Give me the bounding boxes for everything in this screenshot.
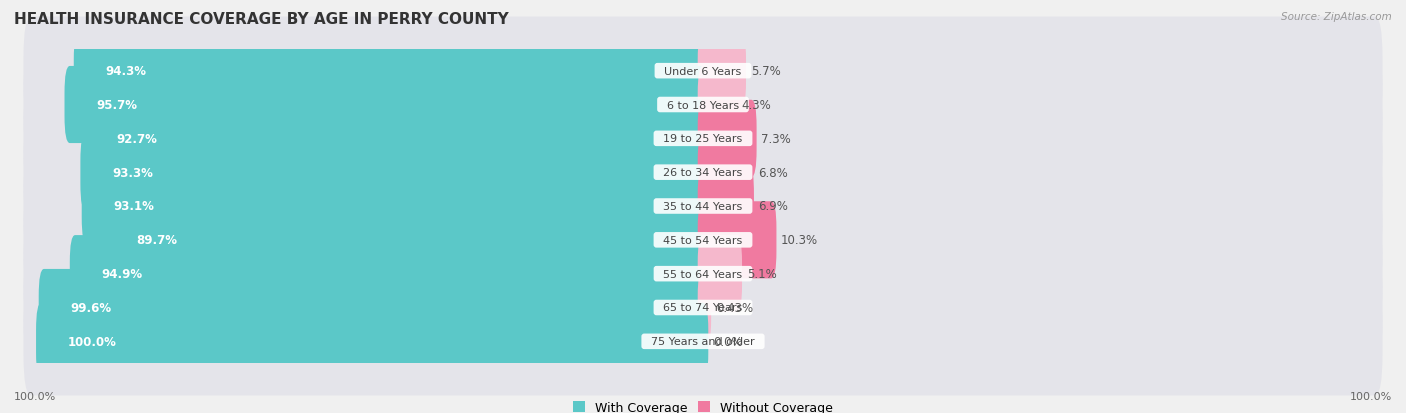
FancyBboxPatch shape [24, 152, 1382, 261]
Text: 19 to 25 Years: 19 to 25 Years [657, 134, 749, 144]
FancyBboxPatch shape [24, 254, 1382, 362]
Text: 65 to 74 Years: 65 to 74 Years [657, 303, 749, 313]
Text: 100.0%: 100.0% [1350, 391, 1392, 401]
FancyBboxPatch shape [84, 100, 709, 178]
Text: 99.6%: 99.6% [70, 301, 111, 314]
Text: Under 6 Years: Under 6 Years [658, 66, 748, 76]
Text: 92.7%: 92.7% [117, 133, 157, 145]
Text: 4.3%: 4.3% [741, 99, 770, 112]
FancyBboxPatch shape [24, 51, 1382, 159]
Text: 6.8%: 6.8% [758, 166, 787, 179]
Text: 100.0%: 100.0% [14, 391, 56, 401]
FancyBboxPatch shape [24, 119, 1382, 227]
FancyBboxPatch shape [24, 85, 1382, 193]
FancyBboxPatch shape [73, 33, 709, 110]
Text: 94.3%: 94.3% [105, 65, 146, 78]
FancyBboxPatch shape [697, 202, 776, 279]
Text: 0.0%: 0.0% [713, 335, 742, 348]
FancyBboxPatch shape [697, 33, 747, 110]
Text: 6.9%: 6.9% [759, 200, 789, 213]
FancyBboxPatch shape [697, 269, 711, 346]
Text: 0.43%: 0.43% [716, 301, 752, 314]
Text: 89.7%: 89.7% [136, 234, 177, 247]
FancyBboxPatch shape [24, 287, 1382, 396]
Text: 93.3%: 93.3% [112, 166, 153, 179]
FancyBboxPatch shape [24, 17, 1382, 126]
Text: 7.3%: 7.3% [761, 133, 792, 145]
Text: Source: ZipAtlas.com: Source: ZipAtlas.com [1281, 12, 1392, 22]
FancyBboxPatch shape [697, 235, 742, 313]
FancyBboxPatch shape [697, 67, 737, 144]
Legend: With Coverage, Without Coverage: With Coverage, Without Coverage [572, 401, 834, 413]
Text: 100.0%: 100.0% [67, 335, 117, 348]
Text: 94.9%: 94.9% [101, 268, 142, 280]
Text: 45 to 54 Years: 45 to 54 Years [657, 235, 749, 245]
Text: HEALTH INSURANCE COVERAGE BY AGE IN PERRY COUNTY: HEALTH INSURANCE COVERAGE BY AGE IN PERR… [14, 12, 509, 27]
FancyBboxPatch shape [82, 168, 709, 245]
FancyBboxPatch shape [39, 269, 709, 346]
FancyBboxPatch shape [697, 134, 754, 211]
Text: 5.1%: 5.1% [747, 268, 776, 280]
Text: 10.3%: 10.3% [782, 234, 818, 247]
FancyBboxPatch shape [24, 220, 1382, 328]
FancyBboxPatch shape [697, 100, 756, 178]
Text: 6 to 18 Years: 6 to 18 Years [659, 100, 747, 110]
FancyBboxPatch shape [697, 168, 754, 245]
FancyBboxPatch shape [80, 134, 709, 211]
Text: 55 to 64 Years: 55 to 64 Years [657, 269, 749, 279]
Text: 26 to 34 Years: 26 to 34 Years [657, 168, 749, 178]
FancyBboxPatch shape [37, 303, 709, 380]
Text: 35 to 44 Years: 35 to 44 Years [657, 202, 749, 211]
FancyBboxPatch shape [65, 67, 709, 144]
Text: 93.1%: 93.1% [114, 200, 155, 213]
FancyBboxPatch shape [104, 202, 709, 279]
Text: 5.7%: 5.7% [751, 65, 780, 78]
FancyBboxPatch shape [24, 186, 1382, 294]
Text: 95.7%: 95.7% [96, 99, 138, 112]
Text: 75 Years and older: 75 Years and older [644, 337, 762, 347]
FancyBboxPatch shape [70, 235, 709, 313]
